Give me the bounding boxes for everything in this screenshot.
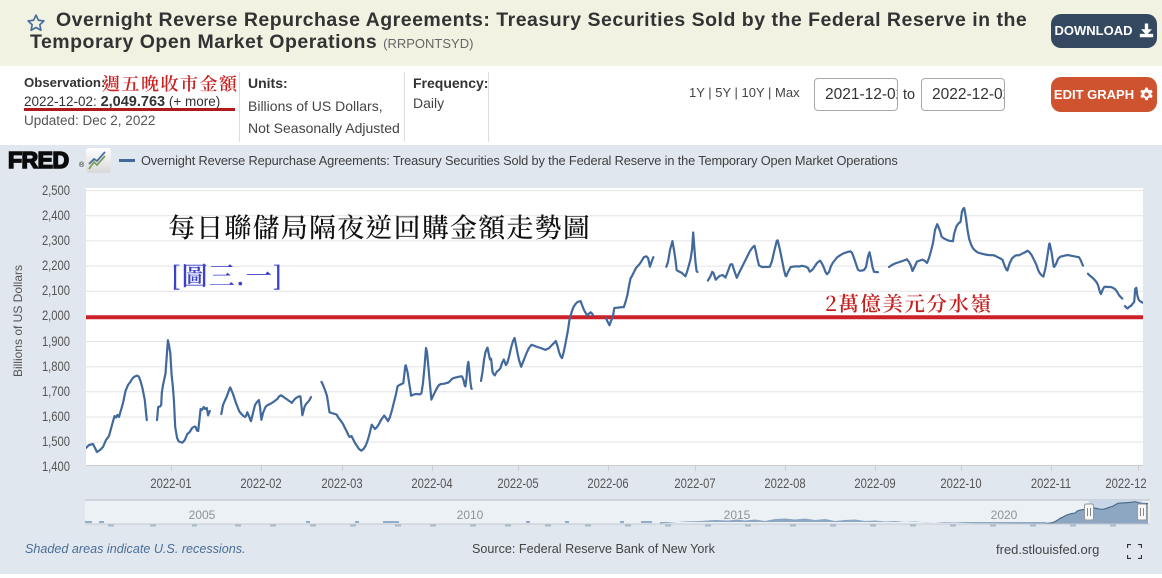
svg-text:2020: 2020 xyxy=(991,508,1018,522)
svg-text:2005: 2005 xyxy=(189,508,216,522)
svg-text:2015: 2015 xyxy=(724,508,751,522)
svg-text:2010: 2010 xyxy=(457,508,484,522)
